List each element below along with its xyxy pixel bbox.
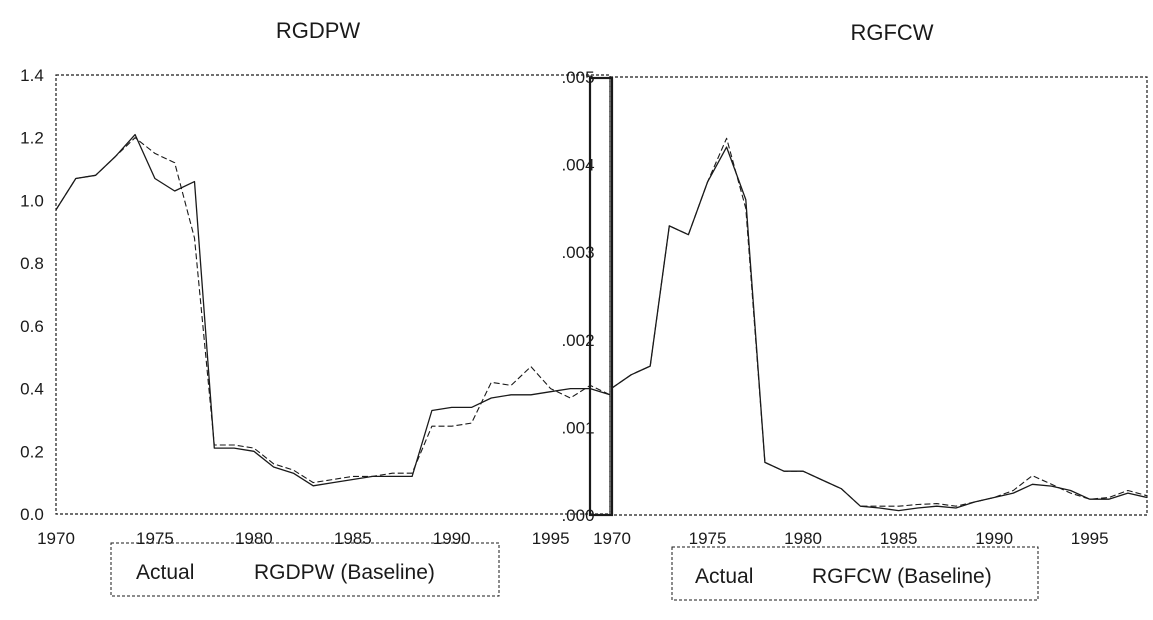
rgdpw-y-tick-label: 0.6 (20, 317, 44, 336)
rgfcw-y-tick-label: .005 (561, 68, 594, 87)
rgfcw-y-tick-label: .002 (561, 331, 594, 350)
rgfcw-chart: RGFCW .000.001.002.003.004.005 1970 1975 1… (561, 20, 1148, 601)
rgdpw-series-baseline (55, 137, 611, 484)
rgdpw-y-axis: 0.0 0.2 0.4 0.6 0.8 1.0 1.2 1.4 (20, 66, 44, 524)
rgfcw-legend-baseline: RGFCW (Baseline) (812, 565, 992, 588)
rgfcw-y-tick-label: .000 (561, 506, 594, 525)
rgdpw-x-tick-label: 1975 (136, 529, 174, 548)
rgfcw-y-axis: .000 .001 .002 .003 .004 .005 (561, 68, 594, 525)
rgfcw-x-tick-label: 1975 (689, 529, 727, 548)
rgdpw-legend-box (110, 542, 500, 597)
rgfcw-x-tick-label: 1985 (880, 529, 918, 548)
rgdpw-x-tick-label: 1985 (334, 529, 372, 548)
rgfcw-legend-box (671, 546, 1039, 601)
rgfcw-y-tick-label: .001 (561, 418, 594, 437)
rgdpw-x-tick-label: 1970 (37, 529, 75, 548)
rgfcw-y-tick-label: .004 (561, 156, 594, 175)
rgdpw-series-group (55, 133, 611, 487)
rgdpw-x-axis: 1970 1975 1980 1985 1990 1995 (37, 529, 569, 548)
rgdpw-y-tick-label: 1.2 (20, 129, 44, 148)
rgfcw-plot-frame (609, 76, 1148, 516)
rgfcw-series-actual (611, 146, 1148, 512)
rgdpw-legend-actual: Actual (136, 561, 194, 584)
rgdpw-plot-frame (55, 74, 611, 515)
rgfcw-frame-left-thick (588, 76, 614, 517)
rgdpw-y-tick-label: 1.0 (20, 191, 44, 210)
rgfcw-title: RGFCW (850, 20, 933, 45)
rgfcw-legend-actual: Actual (695, 565, 753, 588)
rgfcw-x-axis: 1970 1975 1980 1985 1990 1995 (593, 529, 1109, 548)
rgfcw-x-tick-label: 1980 (784, 529, 822, 548)
rgfcw-y-tick-label: .003 (561, 243, 594, 262)
rgdpw-chart: RGDPW 0.00.20.40.60.81.01.21.4 1970 1975 1… (20, 18, 611, 597)
rgdpw-x-tick-label: 1990 (433, 529, 471, 548)
rgfcw-legend: Actual RGFCW (Baseline) (671, 546, 1039, 601)
rgfcw-series-baseline (611, 137, 1148, 507)
rgfcw-x-tick-label: 1995 (1071, 529, 1109, 548)
rgfcw-x-tick-label: 1990 (975, 529, 1013, 548)
rgdpw-y-tick-label: 1.4 (20, 66, 44, 85)
rgfcw-series-group (611, 137, 1148, 512)
rgdpw-y-tick-label: 0.0 (20, 505, 44, 524)
rgdpw-x-tick-label: 1995 (532, 529, 570, 548)
rgdpw-y-tick-label: 0.4 (20, 380, 44, 399)
rgdpw-series-actual (55, 133, 611, 487)
rgdpw-y-tick-label: 0.8 (20, 254, 44, 273)
rgdpw-x-tick-label: 1980 (235, 529, 273, 548)
rgdpw-title: RGDPW (276, 18, 361, 43)
rgdpw-legend-baseline: RGDPW (Baseline) (254, 561, 435, 584)
rgfcw-x-tick-label: 1970 (593, 529, 631, 548)
rgdpw-y-tick-label: 0.2 (20, 442, 44, 461)
rgdpw-legend: Actual RGDPW (Baseline) (110, 542, 500, 597)
